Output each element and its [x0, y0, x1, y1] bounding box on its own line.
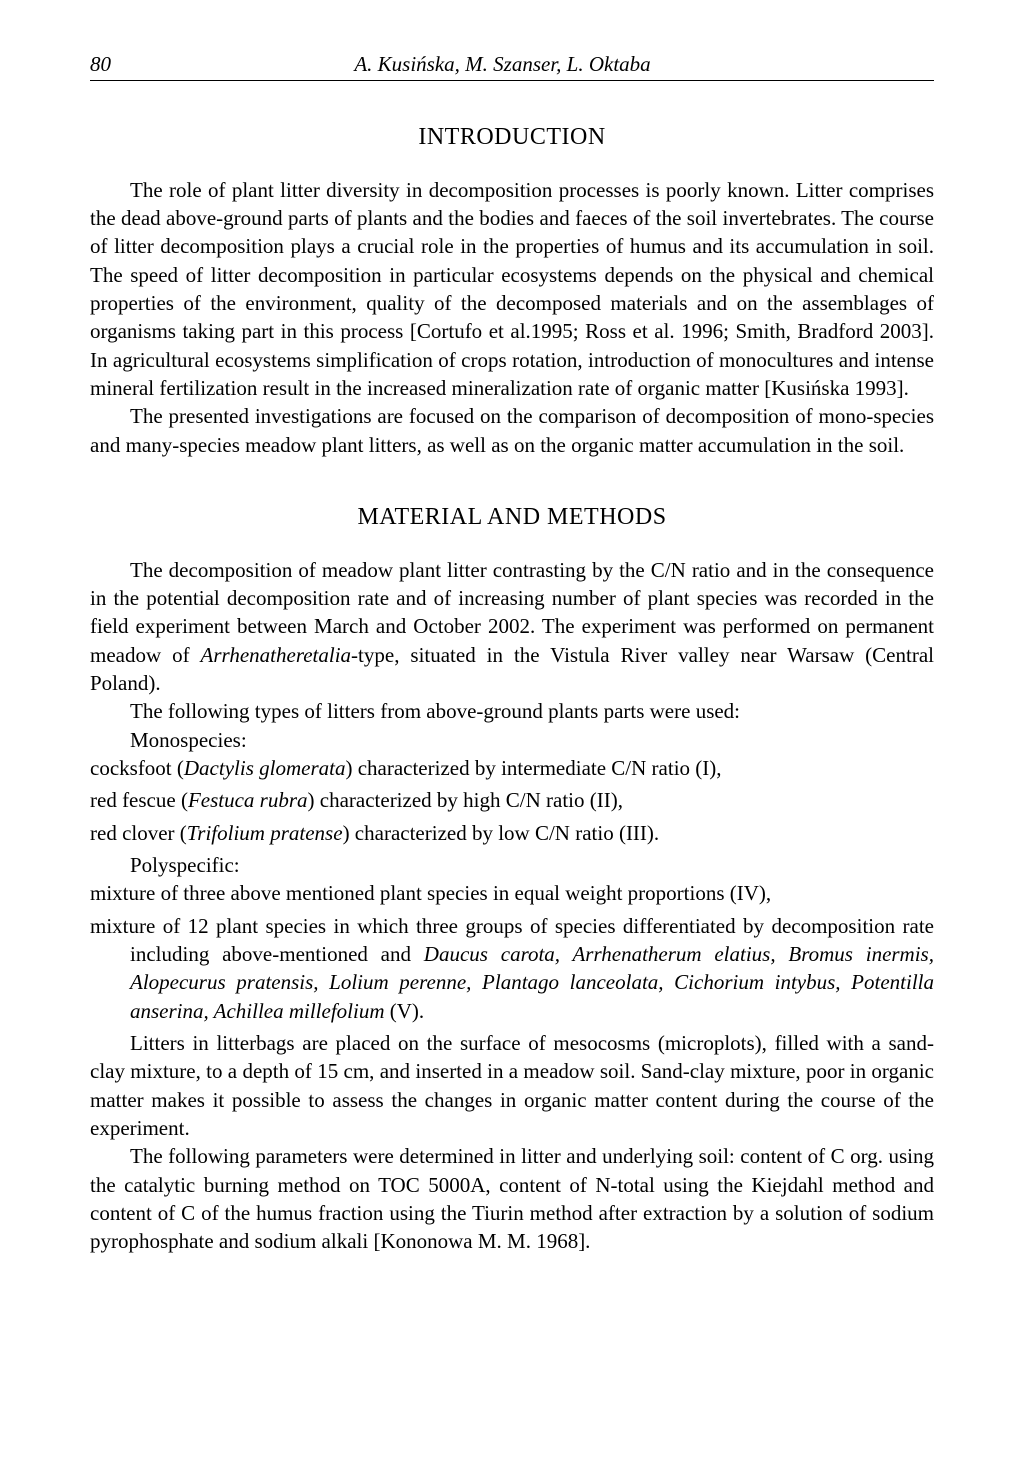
mono-item-1: cocksfoot (Dactylis glomerata) character…	[90, 754, 934, 782]
poly2-post: (V).	[385, 999, 425, 1023]
mono2-pre: red fescue (	[90, 788, 188, 812]
mono2-italic: Festuca rubra	[188, 788, 308, 812]
header-authors: A. Kusińska, M. Szanser, L. Oktaba	[111, 50, 934, 78]
methods-p1-italic: Arrhenatheretalia	[201, 643, 352, 667]
mono3-italic: Trifolium pratense	[187, 821, 343, 845]
methods-paragraph-4: The following parameters were determined…	[90, 1142, 934, 1255]
poly-item-1: mixture of three above mentioned plant s…	[90, 879, 934, 907]
page-number: 80	[90, 50, 111, 78]
mono2-post: ) characterized by high C/N ratio (II),	[308, 788, 623, 812]
page-header: 80 A. Kusińska, M. Szanser, L. Oktaba	[90, 50, 934, 81]
methods-paragraph-3: Litters in litterbags are placed on the …	[90, 1029, 934, 1142]
mono-item-2: red fescue (Festuca rubra) characterized…	[90, 786, 934, 814]
intro-paragraph-2: The presented investigations are focused…	[90, 402, 934, 459]
intro-paragraph-1: The role of plant litter diversity in de…	[90, 176, 934, 403]
methods-heading: MATERIAL AND METHODS	[90, 501, 934, 533]
polyspecific-label: Polyspecific:	[90, 851, 934, 879]
mono3-post: ) characterized by low C/N ratio (III).	[343, 821, 660, 845]
methods-litter-intro: The following types of litters from abov…	[90, 697, 934, 725]
poly-item-2: mixture of 12 plant species in which thr…	[90, 912, 934, 1025]
methods-paragraph-1: The decomposition of meadow plant litter…	[90, 556, 934, 698]
mono1-pre: cocksfoot (	[90, 756, 184, 780]
introduction-heading: INTRODUCTION	[90, 121, 934, 153]
mono1-post: ) characterized by intermediate C/N rati…	[345, 756, 721, 780]
mono1-italic: Dactylis glomerata	[184, 756, 346, 780]
mono3-pre: red clover (	[90, 821, 187, 845]
monospecies-label: Monospecies:	[90, 726, 934, 754]
mono-item-3: red clover (Trifolium pratense) characte…	[90, 819, 934, 847]
